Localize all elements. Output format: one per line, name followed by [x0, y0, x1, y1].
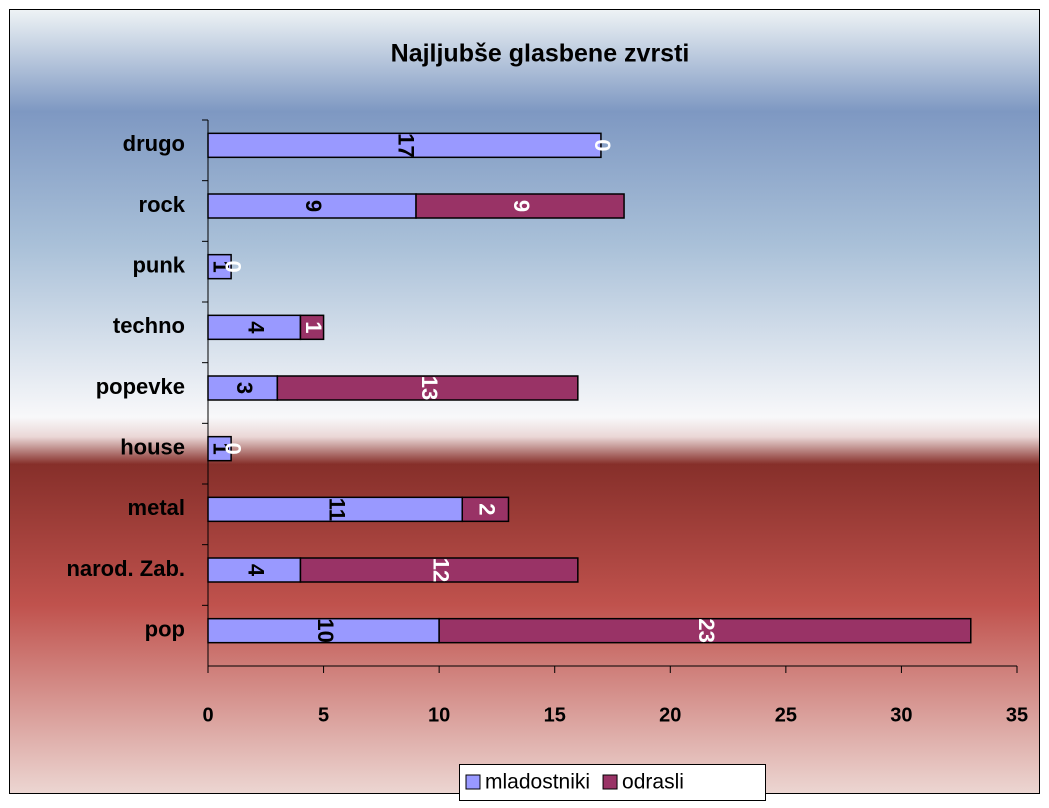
bar-segment — [207, 496, 464, 523]
bar-segment — [207, 314, 302, 341]
data-label: 23 — [694, 618, 719, 642]
bar-segment — [207, 435, 232, 462]
x-tick-label: 0 — [202, 704, 213, 726]
legend-swatch — [602, 774, 618, 790]
y-tick-label: house — [120, 434, 185, 459]
bar-segment — [276, 375, 579, 401]
bar-segment — [207, 132, 602, 159]
bar-segment — [207, 557, 302, 583]
data-label: 4 — [243, 564, 268, 577]
data-label: 13 — [417, 376, 442, 400]
bar-segment — [299, 557, 579, 583]
data-label: 9 — [301, 200, 326, 212]
y-tick-label: rock — [139, 192, 186, 217]
x-tick-label: 30 — [890, 704, 912, 726]
data-label: 10 — [313, 618, 338, 642]
data-label: 2 — [475, 503, 500, 515]
data-label: 17 — [394, 133, 419, 157]
chart-title: Najljubše glasbene zvrsti — [391, 40, 690, 68]
data-label: 12 — [428, 558, 453, 582]
x-tick-label: 10 — [428, 704, 450, 726]
y-tick-label: pop — [145, 616, 185, 641]
x-tick-label: 20 — [659, 704, 681, 726]
data-label: 0 — [220, 443, 245, 455]
data-label: 1 — [209, 261, 234, 273]
data-label: 0 — [590, 139, 615, 151]
data-label: 4 — [243, 321, 268, 334]
legend-label: odrasli — [622, 771, 684, 794]
bar-segment — [207, 253, 232, 280]
data-label: 1 — [301, 321, 326, 333]
x-tick-label: 25 — [775, 704, 797, 726]
data-label: 0 — [220, 261, 245, 273]
data-label: 3 — [232, 382, 257, 394]
legend-swatch — [465, 774, 481, 790]
bar-segment — [415, 193, 625, 219]
bar-segment — [207, 375, 279, 401]
bar-segment — [438, 617, 972, 644]
bar-segment — [207, 617, 440, 644]
y-tick-label: metal — [128, 495, 185, 520]
bar-segment — [299, 314, 325, 341]
y-tick-label: popevke — [96, 374, 185, 399]
data-label: 1 — [209, 443, 234, 455]
bar-segment — [461, 496, 510, 523]
x-tick-label: 15 — [544, 704, 566, 726]
y-tick-label: techno — [113, 313, 185, 338]
data-label: 11 — [324, 498, 349, 521]
y-tick-label: punk — [132, 252, 185, 277]
x-tick-label: 35 — [1006, 704, 1028, 726]
bar-segment — [207, 193, 417, 219]
x-tick-label: 5 — [318, 704, 329, 726]
chart-background — [9, 9, 1040, 794]
legend-label: mladostniki — [485, 771, 590, 794]
y-tick-label: drugo — [123, 131, 185, 156]
legend: mladostniki odrasli — [459, 764, 766, 801]
y-tick-label: narod. Zab. — [66, 556, 185, 581]
data-label: 9 — [509, 200, 534, 212]
